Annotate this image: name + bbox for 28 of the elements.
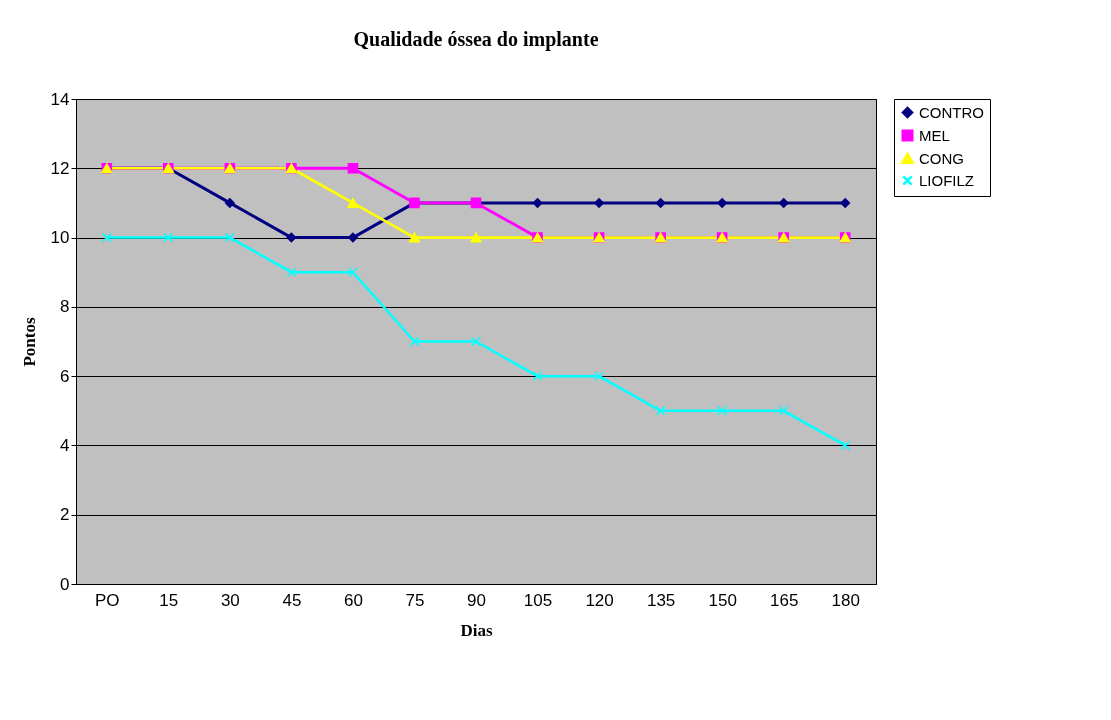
x-axis-title: Dias — [460, 620, 493, 640]
legend-label: CONG — [919, 149, 964, 167]
x-tick-label: 150 — [708, 590, 737, 610]
x-tick-label: 60 — [343, 590, 363, 610]
y-tick-label: 6 — [60, 366, 70, 386]
x-tick-label: 30 — [220, 590, 240, 610]
x-tick-label: 45 — [282, 590, 302, 610]
legend-label: LIOFILZ — [919, 171, 975, 189]
y-axis-title: Pontos — [19, 317, 39, 367]
x-tick-label: 165 — [770, 590, 799, 610]
y-tick-label: 8 — [60, 297, 70, 317]
x-tick-label: PO — [94, 590, 120, 610]
x-tick-label: 105 — [523, 590, 553, 610]
x-tick-label: 15 — [159, 590, 179, 610]
y-tick-label: 14 — [50, 89, 70, 109]
legend-label: MEL — [919, 126, 950, 144]
x-tick-label: 135 — [646, 590, 676, 610]
chart-title: Qualidade óssea do implante — [353, 28, 599, 51]
y-tick-label: 10 — [50, 228, 70, 248]
x-tick-label: 75 — [405, 590, 425, 610]
legend-label: CONTRO — [919, 103, 984, 121]
y-tick-label: 0 — [60, 574, 70, 594]
y-tick-label: 2 — [60, 505, 70, 525]
x-tick-label: 180 — [831, 590, 860, 610]
y-tick-label: 12 — [50, 158, 70, 178]
x-tick-label: 120 — [585, 590, 614, 610]
x-tick-label: 90 — [467, 590, 486, 610]
y-tick-label: 4 — [60, 435, 70, 455]
